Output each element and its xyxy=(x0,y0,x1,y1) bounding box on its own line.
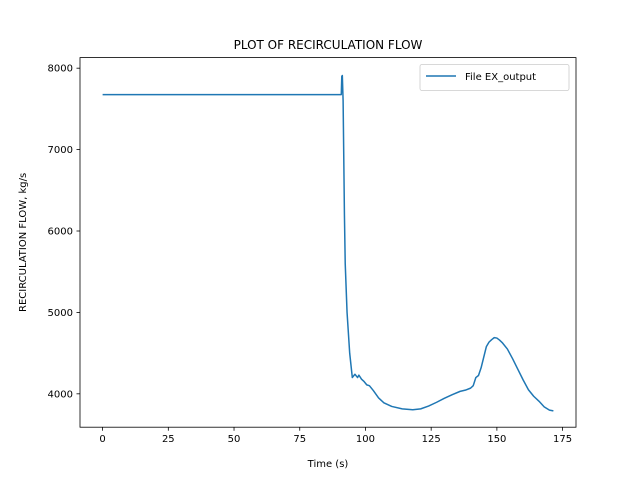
x-tick-label: 25 xyxy=(162,434,175,445)
x-tick-label: 150 xyxy=(487,434,506,445)
legend: File EX_output xyxy=(419,64,570,91)
y-tick-label: 7000 xyxy=(48,145,73,156)
x-tick-label: 0 xyxy=(99,434,105,445)
series-line-0 xyxy=(102,74,554,412)
y-tick-label: 5000 xyxy=(48,308,73,319)
y-tick-label: 8000 xyxy=(48,64,73,75)
x-tick-label: 125 xyxy=(422,434,441,445)
x-tick-label: 175 xyxy=(553,434,572,445)
x-tick-label: 75 xyxy=(293,434,306,445)
y-tick-label: 4000 xyxy=(48,389,73,400)
x-tick-label: 100 xyxy=(356,434,375,445)
x-axis: 0 25 50 75 100 125 150 175 xyxy=(99,427,572,445)
y-axis: 4000 5000 6000 7000 8000 xyxy=(48,64,80,400)
y-axis-label: RECIRCULATION FLOW, kg/s xyxy=(18,173,29,312)
series-layer xyxy=(102,74,554,412)
x-tick-label: 50 xyxy=(228,434,241,445)
plot-area: 0 25 50 75 100 125 150 175 4000 5000 6000 7000 8000 xyxy=(48,57,577,445)
y-tick-label: 6000 xyxy=(48,227,73,238)
axes-frame xyxy=(79,57,577,428)
chart-title: PLOT OF RECIRCULATION FLOW xyxy=(234,38,423,52)
x-axis-label: Time (s) xyxy=(307,459,349,470)
legend-entry-label: File EX_output xyxy=(465,72,536,83)
legend-box xyxy=(419,64,570,91)
